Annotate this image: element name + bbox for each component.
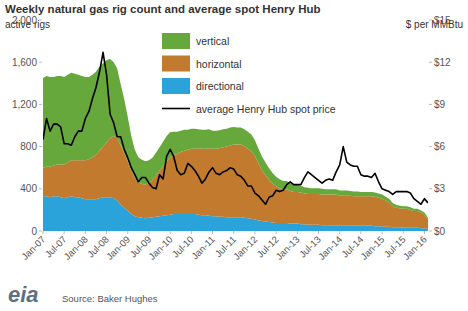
x-tick (106, 231, 107, 234)
x-tick (424, 231, 425, 234)
x-tick (85, 231, 86, 234)
source: Source: Baker Hughes (62, 293, 158, 304)
y2-tick-label: $9 (434, 99, 446, 110)
legend-label: average Henry Hub spot price (196, 103, 336, 115)
x-tick-label: Jan-07 (19, 234, 47, 262)
legend-swatch (162, 56, 190, 72)
x-tick (360, 231, 361, 234)
x-tick-label: Jan-12 (231, 234, 259, 262)
y2-tick-label: $6 (434, 141, 446, 152)
legend-label: directional (196, 80, 244, 92)
y-tick-label: 1,600 (12, 57, 37, 68)
x-tick-label: Jan-10 (146, 234, 174, 262)
x-tick (170, 231, 171, 234)
title: Weekly natural gas rig count and average… (5, 3, 320, 15)
x-tick (64, 231, 65, 234)
x-tick (276, 231, 277, 234)
area-vertical (43, 59, 428, 219)
legend-label: vertical (196, 35, 229, 47)
x-tick (318, 231, 319, 234)
y2-tick-label: $0 (434, 226, 446, 237)
y2-tick (429, 20, 432, 21)
y2-tick (429, 231, 432, 232)
y2-tick-label: $12 (434, 57, 451, 68)
x-tick (148, 231, 149, 234)
x-tick (127, 231, 128, 234)
background (0, 0, 468, 311)
y-tick (39, 20, 42, 21)
legend-swatch (162, 78, 190, 94)
x-tick (382, 231, 383, 234)
x-tick (339, 231, 340, 234)
y2-tick (429, 146, 432, 147)
price-line (43, 52, 428, 204)
x-tick-label: Jan-15 (358, 234, 386, 262)
x-tick (254, 231, 255, 234)
y-tick-label: 800 (20, 141, 37, 152)
area-horizontal (43, 136, 428, 229)
x-tick (403, 231, 404, 234)
y-tick-label: 2,000 (12, 15, 37, 26)
y2-tick-label: $15 (434, 15, 451, 26)
y-tick-label: 0 (31, 226, 37, 237)
x-tick-label: Jan-11 (189, 234, 217, 262)
y-tick (39, 62, 42, 63)
logo: eia (8, 282, 39, 307)
y2-tick (429, 188, 432, 189)
x-tick-label: Jan-09 (104, 234, 132, 262)
x-tick (43, 231, 44, 234)
x-tick-label: Jan-14 (316, 234, 344, 262)
y-tick-label: 1,200 (12, 99, 37, 110)
x-tick (212, 231, 213, 234)
legend-swatch (162, 108, 190, 110)
y-tick (39, 146, 42, 147)
x-tick-label: Jan-08 (61, 234, 89, 262)
y-tick (39, 104, 42, 105)
y-tick (39, 188, 42, 189)
x-tick (233, 231, 234, 234)
chart: Weekly natural gas rig count and average… (0, 0, 468, 311)
plot-area (43, 52, 428, 231)
legend-label: horizontal (196, 58, 242, 70)
x-tick (297, 231, 298, 234)
y2-tick (429, 62, 432, 63)
x-tick-label: Jan-16 (401, 234, 429, 262)
legend-swatch (162, 33, 190, 49)
y2-tick (429, 104, 432, 105)
x-tick (191, 231, 192, 234)
y2-tick-label: $3 (434, 183, 446, 194)
x-tick-label: Jan-13 (273, 234, 301, 262)
y-tick-label: 400 (20, 183, 37, 194)
y-tick (39, 231, 42, 232)
